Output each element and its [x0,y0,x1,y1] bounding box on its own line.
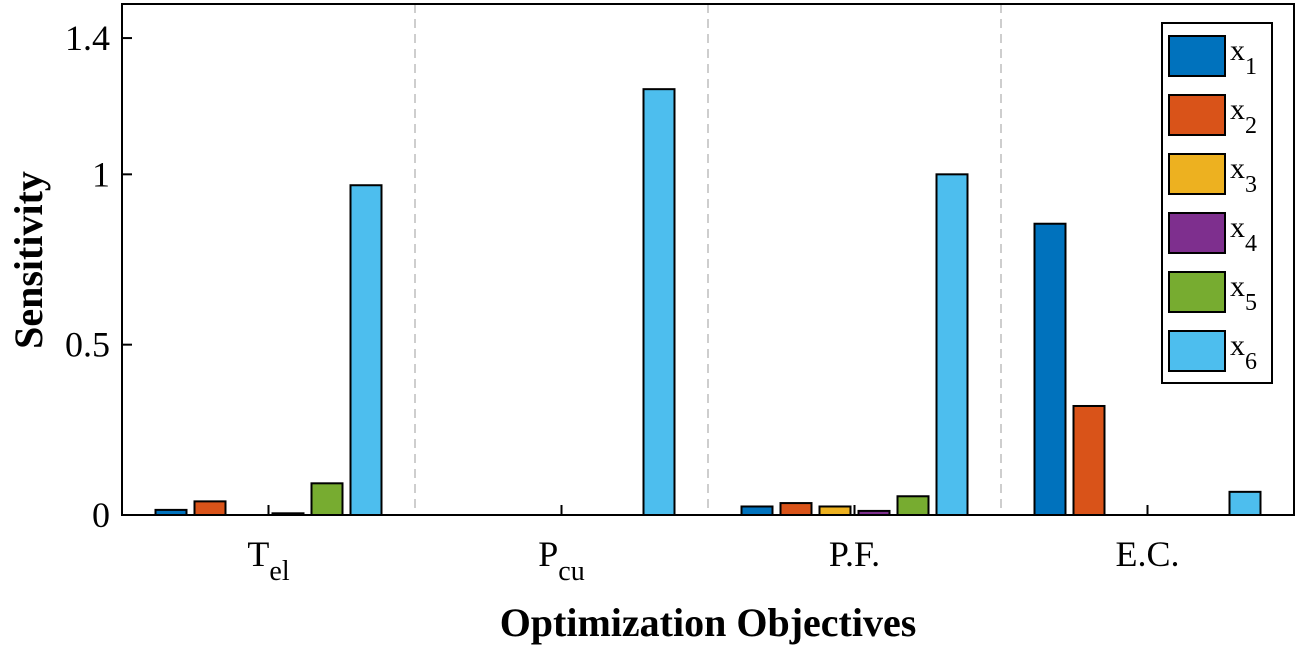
legend-swatch-x4 [1168,212,1226,254]
x-axis-ticks: Tel Pcu P.F. E.C. [247,505,1180,587]
legend-swatch-x2 [1168,94,1226,136]
y-tick-label: 0.5 [65,325,110,365]
legend-label-x5: x5 [1230,270,1257,316]
bar-x6-group-2 [642,88,676,517]
legend-label-x3: x3 [1230,152,1257,198]
legend-swatch-x6 [1168,330,1226,372]
y-tick-label: 1 [92,154,110,194]
legend-swatch-x5 [1168,271,1226,313]
x-tick-label-4: E.C. [1115,534,1179,574]
bar-x5-group-3 [896,495,930,517]
x-tick-label-2: Pcu [538,534,584,587]
legend-label-x1: x1 [1230,34,1257,80]
group-separators [414,4,1002,515]
y-axis-title: Sensitivity [6,171,51,349]
y-axis-ticks: 0 0.5 1 1.4 [65,18,132,535]
plot-area-frame [121,3,1295,516]
legend-label-x4: x4 [1230,211,1257,257]
x-axis-title: Optimization Objectives [500,600,917,645]
bar-x2-group-4 [1072,404,1106,516]
legend-label-x2: x2 [1230,93,1257,139]
bar-x6-group-3 [935,173,969,516]
x-tick-label-1: Tel [247,534,289,587]
legend-label-x6: x6 [1230,329,1257,375]
bar-x3-group-3 [818,505,852,517]
x-tick-label-3: P.F. [829,534,880,574]
legend-swatch-x3 [1168,153,1226,195]
bar-x6-group-4 [1228,490,1262,516]
y-tick-label: 0 [92,495,110,535]
legend-swatch-x1 [1168,35,1226,77]
y-tick-label: 1.4 [65,18,110,58]
legend: x1 x2 x3 x4 x5 x6 [1161,22,1273,384]
bar-x1-group-4 [1033,222,1067,516]
bar-x6-group-1 [349,184,383,516]
bar-x5-group-1 [310,482,344,516]
bars-layer [154,88,1262,517]
legend-box [1161,22,1273,384]
bar-x2-group-1 [193,500,227,516]
bar-x2-group-3 [779,502,813,516]
axes [121,3,1295,516]
bar-x1-group-3 [740,505,774,517]
